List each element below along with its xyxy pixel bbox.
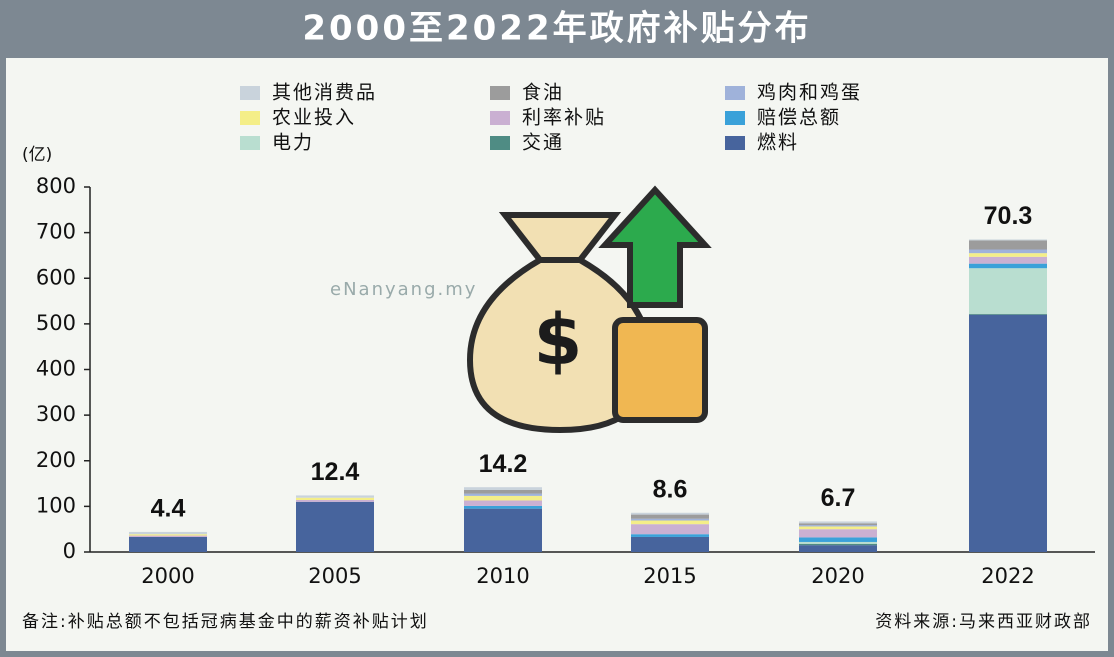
bar-total-label: 12.4 (311, 458, 360, 486)
legend-swatch (490, 111, 510, 125)
bar-segment (969, 263, 1047, 269)
bar-segment (969, 268, 1047, 314)
bar-segment (799, 545, 877, 552)
bar-segment (631, 518, 709, 521)
bar-segment (129, 531, 207, 535)
y-tick-label: 0 (63, 539, 76, 563)
bar-segment (799, 526, 877, 530)
legend-label: 鸡肉和鸡蛋 (757, 82, 862, 104)
bar-segment (799, 525, 877, 527)
bar-segment (631, 534, 709, 537)
bar-segment (631, 536, 709, 552)
bar-segment (969, 249, 1047, 254)
money-icon: $ (466, 185, 712, 434)
source: 资料来源:马来西亚财政部 (875, 612, 1092, 632)
icon-glyph: $ (534, 299, 583, 381)
legend-label: 燃料 (757, 132, 799, 154)
x-tick-label: 2000 (141, 564, 194, 588)
y-tick-label: 300 (36, 402, 76, 426)
x-tick-label: 2022 (981, 564, 1034, 588)
legend-label: 农业投入 (272, 107, 356, 129)
legend-swatch (725, 86, 745, 100)
bar-segment (464, 500, 542, 506)
y-tick-label: 600 (36, 265, 76, 289)
x-tick-label: 2020 (811, 564, 864, 588)
bar-segment (969, 253, 1047, 257)
note: 备注:补贴总额不包括冠病基金中的薪资补贴计划 (22, 612, 429, 632)
legend-swatch (240, 111, 260, 125)
legend-label: 交通 (522, 132, 564, 154)
legend-label: 电力 (272, 132, 314, 154)
bar-segment (799, 543, 877, 546)
chart-title: 2000至2022年政府补贴分布 (302, 9, 811, 49)
y-tick-label: 400 (36, 357, 76, 381)
bar-segment (799, 529, 877, 538)
bar-segment (296, 499, 374, 502)
bar-segment (464, 495, 542, 501)
bar-segment (799, 523, 877, 526)
bar-segment (129, 535, 207, 537)
legend-swatch (240, 136, 260, 150)
bar-total-label: 14.2 (479, 450, 528, 478)
y-tick-label: 700 (36, 220, 76, 244)
bar-segment (464, 505, 542, 509)
legend-label: 食油 (522, 82, 564, 104)
bar-total-label: 4.4 (151, 495, 186, 523)
bar-segment (464, 487, 542, 490)
legend-label: 利率补贴 (522, 107, 606, 129)
bar-segment (631, 512, 709, 515)
bar-segment (129, 536, 207, 552)
bar-segment (129, 534, 207, 536)
bar-segment (969, 313, 1047, 315)
bar-total-label: 8.6 (653, 475, 688, 503)
bar-segment (799, 537, 877, 542)
bar-segment (464, 508, 542, 552)
x-tick-label: 2010 (476, 564, 529, 588)
bar-segment (799, 541, 877, 544)
bar-segment (464, 493, 542, 496)
bar-segment (631, 514, 709, 519)
bar-total-label: 70.3 (984, 202, 1033, 230)
bar-segment (464, 489, 542, 494)
bar-total-label: 6.7 (821, 484, 856, 512)
bar-segment (969, 314, 1047, 552)
bar-segment (296, 501, 374, 552)
bar-segment (631, 520, 709, 525)
bar-segment (296, 495, 374, 498)
y-tick-label: 100 (36, 493, 76, 517)
legend-label: 赔偿总额 (757, 107, 841, 129)
bar-segment (969, 256, 1047, 264)
x-tick-label: 2005 (308, 564, 361, 588)
bar-segment (631, 524, 709, 535)
legend-swatch (490, 136, 510, 150)
legend-label: 其他消费品 (272, 82, 377, 104)
y-tick-label: 800 (36, 174, 76, 198)
legend-swatch (725, 136, 745, 150)
legend-swatch (725, 111, 745, 125)
y-tick-label: 200 (36, 448, 76, 472)
y-unit: (亿) (22, 145, 52, 165)
watermark: eNanyang.my (330, 279, 477, 300)
legend-swatch (490, 86, 510, 100)
x-tick-label: 2015 (643, 564, 696, 588)
bar-segment (799, 521, 877, 524)
bar-segment (969, 240, 1047, 250)
bar-segment (296, 497, 374, 500)
y-tick-label: 500 (36, 311, 76, 335)
bar-segment (969, 239, 1047, 241)
legend-swatch (240, 86, 260, 100)
